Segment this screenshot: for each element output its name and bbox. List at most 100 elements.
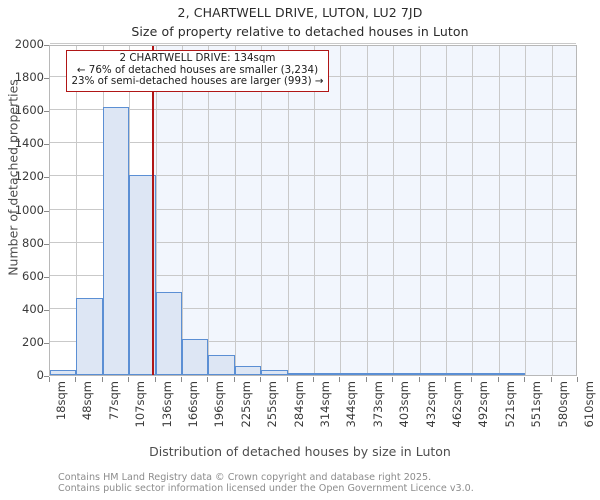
x-axis-tick-label: 166sqm [186,381,200,428]
gridline-vertical [498,46,500,375]
page-title: 2, CHARTWELL DRIVE, LUTON, LU2 7JD [177,5,423,20]
y-axis-tick-label: 1800 [14,70,44,85]
y-axis-tick-label: 1600 [14,103,44,118]
x-axis-tick-label: 136sqm [159,381,174,428]
x-axis-tick-label: 492sqm [476,381,491,428]
y-axis-tick-label: 1200 [14,169,44,184]
gridline-vertical [208,46,210,375]
x-axis-tick-label: 551sqm [529,381,544,428]
x-axis-tick [339,377,341,382]
histogram-bar [366,373,394,375]
x-axis-tick [524,377,526,382]
x-axis-tick-label: 314sqm [318,381,332,428]
y-axis-tick [44,144,49,146]
x-axis-tick [49,377,50,382]
y-axis-tick-label: 1400 [14,136,44,151]
y-axis-tick [44,45,49,46]
gridline-vertical [182,46,183,375]
y-axis-tick [44,111,49,113]
x-axis-tick [418,377,420,382]
histogram-bar [446,373,473,375]
x-axis-tick [471,377,473,382]
histogram-bar [182,338,209,375]
x-axis-tick-label: 225sqm [238,381,253,428]
x-axis-tick-label: 255sqm [265,381,280,428]
y-axis-tick [44,309,49,311]
x-axis-tick [445,377,446,382]
histogram-bar [208,354,235,375]
x-axis-tick-label: 48sqm [80,381,95,421]
histogram-bar [393,373,420,375]
y-axis-tick-label: 1000 [14,202,44,217]
gridline-horizontal [50,109,576,111]
y-axis-tick-label: 200 [22,334,44,349]
x-axis-tick [550,377,552,382]
x-axis-tick [313,377,314,382]
x-axis-tick-label: 196sqm [212,381,227,428]
y-axis-tick-label: 400 [22,301,44,316]
gridline-vertical [261,46,263,375]
x-axis-tick-label: 610sqm [582,381,596,428]
histogram-bar [261,370,288,375]
x-axis-tick-label: 462sqm [450,381,464,428]
y-axis-title: Number of detached properties [5,79,21,276]
y-axis-tick-label: 2000 [14,37,44,51]
gridline-horizontal [50,274,576,276]
gridline-vertical [472,46,474,375]
x-axis-tick-label: 432sqm [423,381,438,428]
gridline-horizontal [50,142,576,144]
histogram-bar [234,366,262,375]
x-axis-tick-label: 521sqm [502,381,517,428]
x-axis-tick-label: 373sqm [370,381,385,428]
attribution-footer: Contains HM Land Registry data © Crown c… [58,472,598,494]
histogram-bar [287,373,314,375]
x-axis-tick-label: 580sqm [555,381,570,428]
gridline-horizontal [50,340,576,342]
footer-line-1: Contains HM Land Registry data © Crown c… [58,472,432,483]
x-axis-tick-label: 344sqm [344,381,359,428]
x-axis-tick [365,377,367,382]
gridline-horizontal [50,208,576,210]
y-axis-tick [44,342,49,344]
histogram-bar [102,107,130,375]
histogram-bar [314,373,341,375]
histogram-bar [419,373,446,375]
x-axis-tick [101,377,103,382]
x-axis-tick-label: 18sqm [54,381,68,421]
annotation-line-3: 23% of semi-detached houses are larger (… [71,75,324,88]
chart-titles: 2, CHARTWELL DRIVE, LUTON, LU2 7JD Size … [0,0,600,39]
gridline-horizontal [50,175,576,177]
x-axis-tick [154,377,156,382]
x-axis-tick [286,377,288,382]
x-axis-tick-label: 77sqm [106,381,121,421]
x-axis-tick [207,377,209,382]
x-axis-title: Distribution of detached houses by size … [149,444,451,459]
gridline-vertical [419,46,421,375]
y-axis-tick [44,177,49,179]
x-axis-tick [392,377,394,382]
x-axis-tick [75,377,77,382]
plot-area [49,43,577,376]
gridline-vertical [393,46,395,375]
x-axis-tick-label: 107sqm [133,381,148,428]
y-axis-tick-label: 600 [22,268,44,283]
gridline-vertical [234,46,236,375]
gridline-horizontal [50,43,576,44]
y-axis-tick [44,78,49,80]
gridline-vertical [76,46,78,375]
larger-region-shading [153,46,576,375]
x-axis-tick [577,377,578,382]
property-annotation-box: 2 CHARTWELL DRIVE: 134sqm ← 76% of detac… [66,50,329,92]
gridline-vertical [366,46,368,375]
y-axis-tick [44,376,49,377]
histogram-bar [129,175,156,375]
x-axis-tick [260,377,262,382]
histogram-bar [155,292,182,375]
histogram-bar [498,373,526,375]
y-axis-tick-label: 800 [22,235,44,250]
x-axis-tick-label: 284sqm [291,381,306,428]
histogram-bar [340,373,367,375]
gridline-horizontal [50,241,576,243]
histogram-bar [472,373,499,375]
footer-line-2: Contains public sector information licen… [58,483,474,494]
